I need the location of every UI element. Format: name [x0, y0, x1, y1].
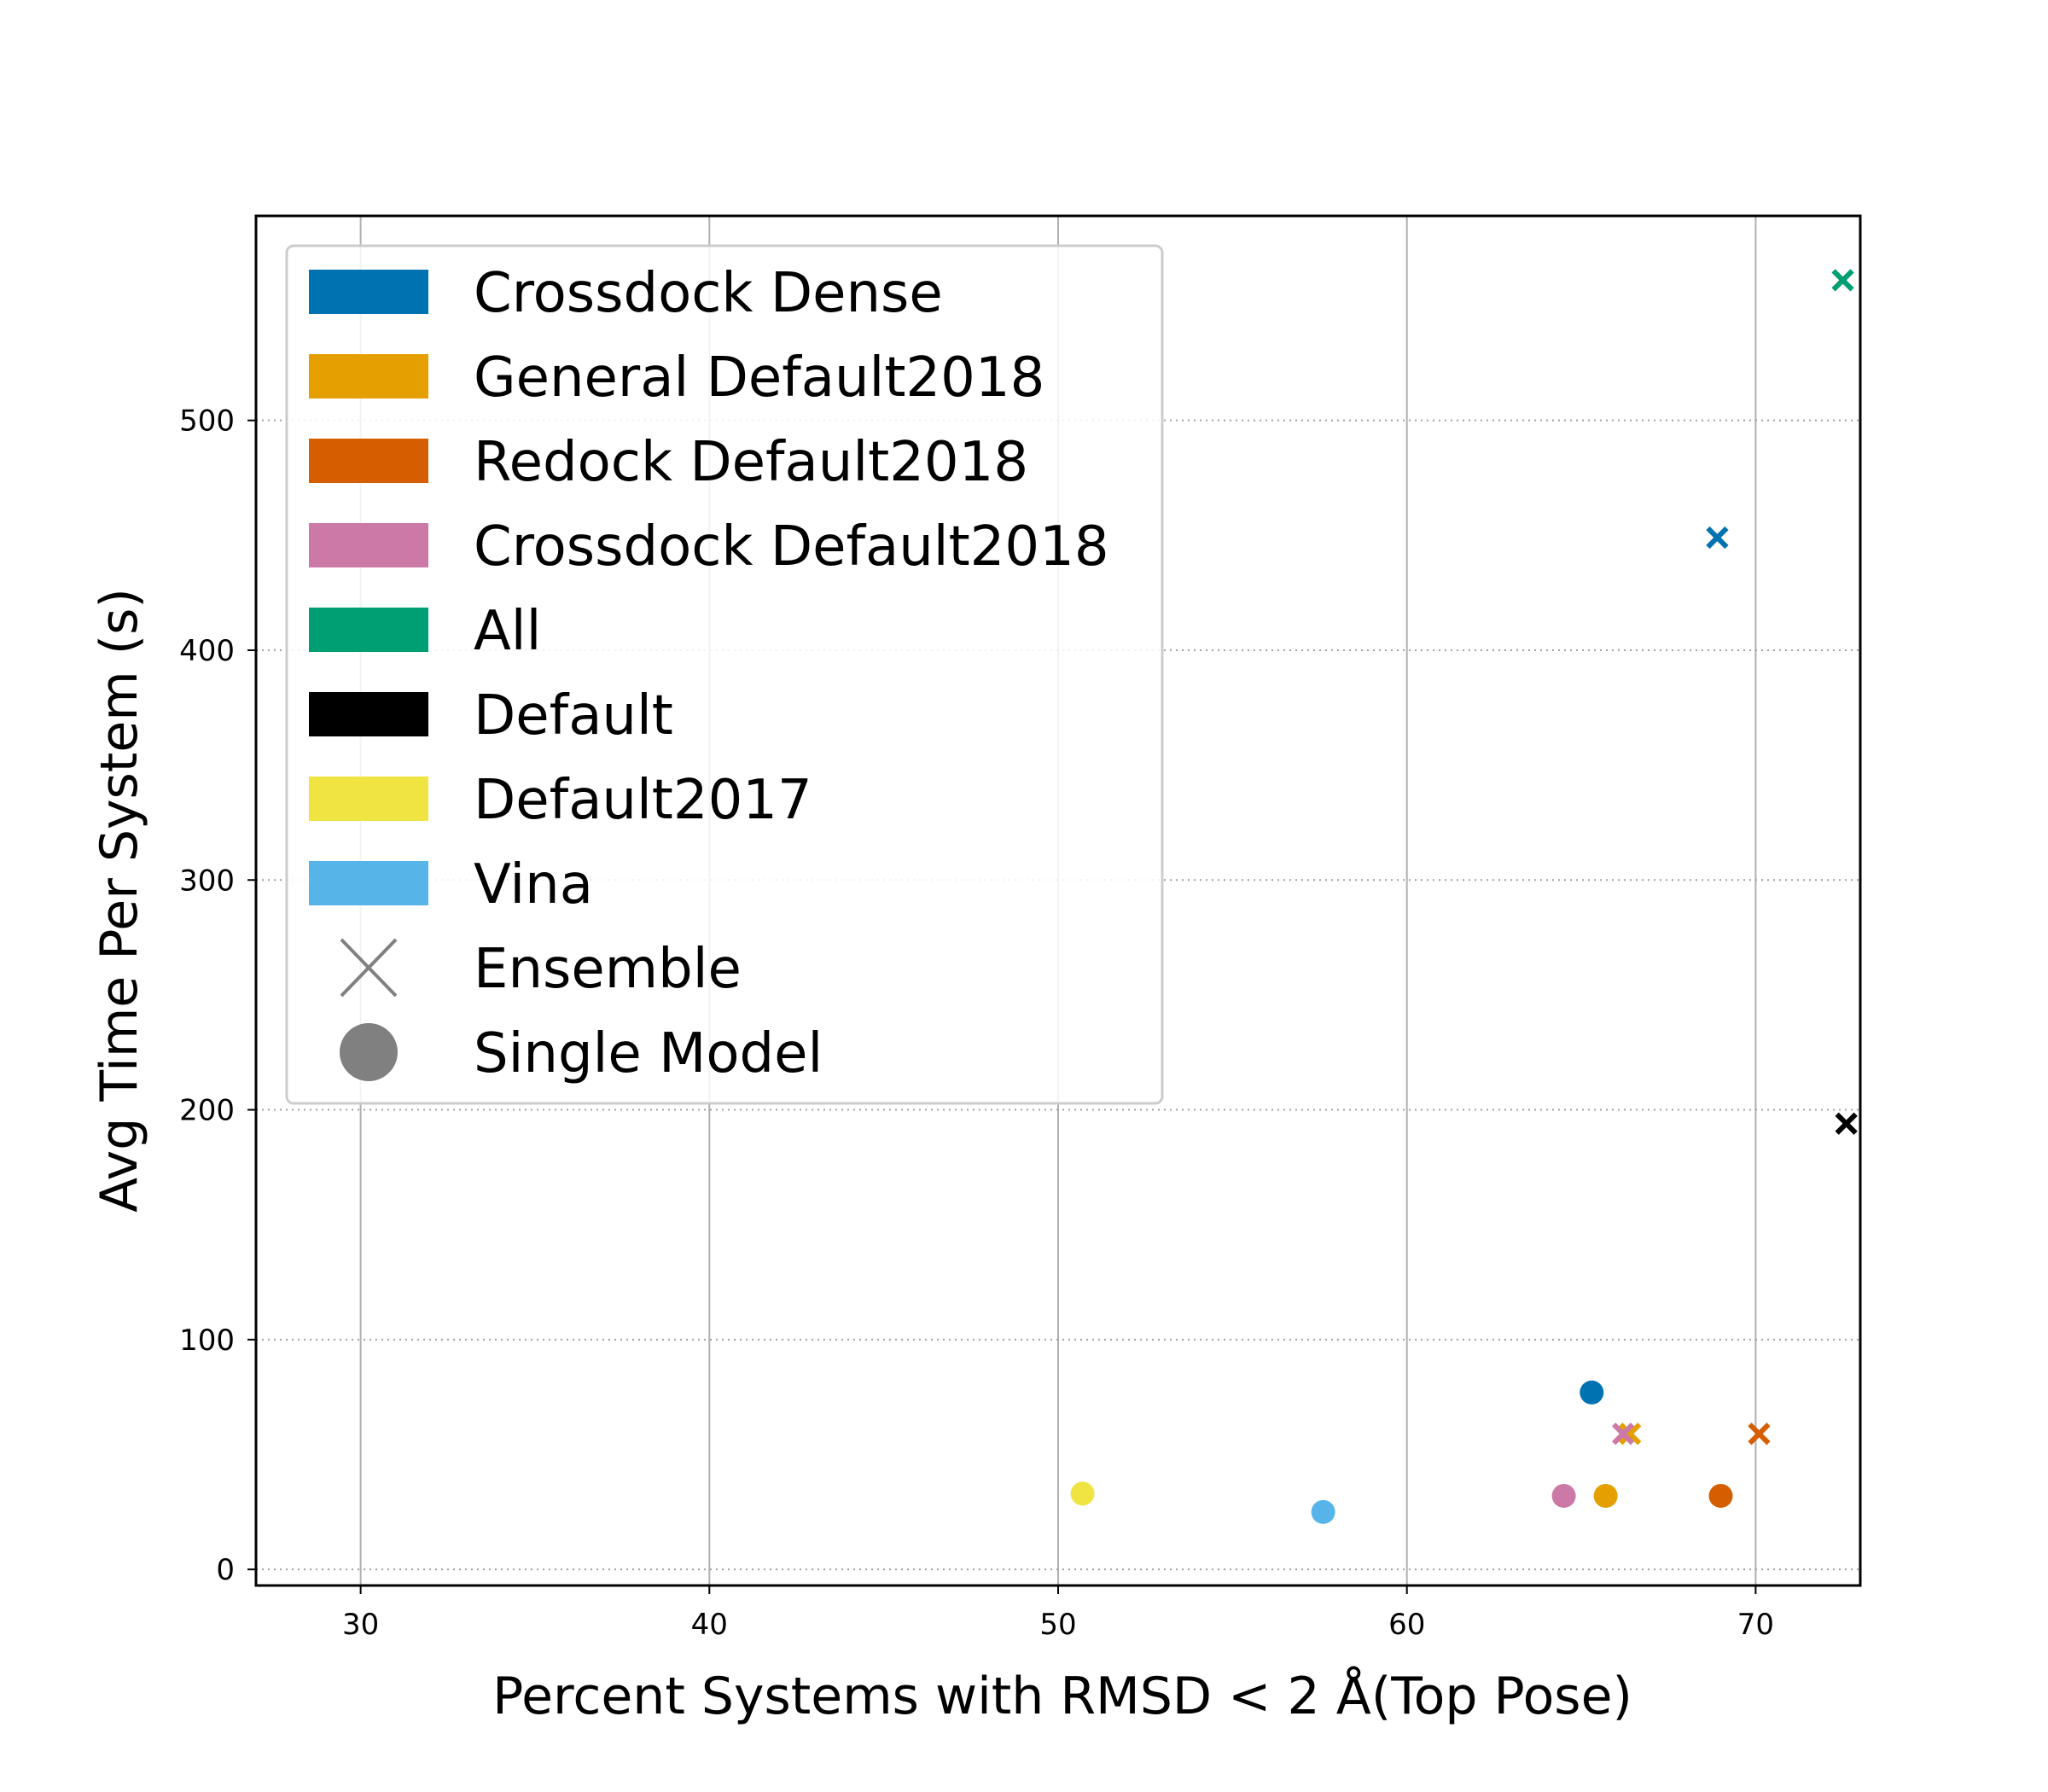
legend-item: Single Model: [340, 1022, 823, 1085]
point-ensemble: [1706, 526, 1729, 550]
point-ensemble: [1611, 1423, 1635, 1446]
legend-box: [285, 244, 1164, 1105]
axis-ticks: 30 40 50 60 70 0 100 200 300 400 500: [179, 404, 1774, 1642]
legend-swatch: [309, 439, 428, 483]
point-single-model: [1708, 1483, 1733, 1508]
legend-item: General Default2018: [309, 346, 1044, 410]
legend-item: Default2017: [309, 769, 812, 832]
point-single-model: [1070, 1481, 1095, 1506]
legend-item: Default: [309, 684, 673, 748]
legend-label: Crossdock Default2018: [474, 515, 1109, 579]
legend-swatch: [309, 354, 428, 399]
legend-label: Default: [474, 684, 673, 748]
legend-swatch: [309, 608, 428, 652]
legend-item: Ensemble: [340, 938, 742, 1001]
y-tick-label: 0: [216, 1553, 235, 1587]
point-ensemble: [1619, 1423, 1642, 1446]
y-axis-label: Avg Time Per System (s): [90, 588, 149, 1213]
x-marker-stroke: [1748, 1423, 1771, 1446]
legend-label: Vina: [474, 853, 593, 916]
legend-label: Crossdock Dense: [474, 262, 943, 325]
point-ensemble: [1831, 269, 1854, 292]
x-tick-label: 70: [1737, 1608, 1774, 1642]
legend-circle-marker: [340, 1023, 398, 1081]
y-tick-label: 200: [179, 1094, 235, 1128]
legend-label: Redock Default2018: [474, 431, 1028, 494]
x-marker-stroke: [1835, 1112, 1858, 1135]
point-ensemble: [1748, 1423, 1771, 1446]
y-tick-label: 400: [179, 634, 235, 668]
point-single-model: [1593, 1483, 1618, 1508]
x-axis-label: Percent Systems with RMSD < 2 Å(Top Pose…: [492, 1666, 1632, 1726]
x-tick-label: 30: [342, 1608, 379, 1642]
legend-item: Redock Default2018: [309, 431, 1028, 494]
point-single-model: [1311, 1499, 1335, 1524]
legend-label: Ensemble: [474, 938, 742, 1001]
legend-item: Vina: [309, 853, 593, 916]
data-points: [1070, 269, 1858, 1524]
legend-item: All: [309, 600, 541, 663]
legend-item: Crossdock Dense: [309, 262, 943, 325]
point-ensemble: [1835, 1112, 1858, 1135]
y-tick-label: 300: [179, 864, 235, 898]
legend-label: Single Model: [474, 1022, 823, 1085]
legend: Crossdock Dense General Default2018 Redock…: [285, 244, 1164, 1105]
x-marker-stroke: [1619, 1423, 1642, 1446]
legend-swatch: [309, 777, 428, 821]
x-marker-stroke: [1831, 269, 1854, 292]
legend-swatch: [309, 861, 428, 905]
legend-swatch: [309, 523, 428, 567]
x-marker-stroke: [1611, 1423, 1635, 1446]
y-tick-label: 100: [179, 1324, 235, 1358]
legend-x-marker: [340, 938, 398, 998]
legend-item: Crossdock Default2018: [309, 515, 1109, 579]
x-marker-stroke: [1706, 526, 1729, 550]
legend-x-stroke: [340, 938, 398, 998]
y-tick-label: 500: [179, 404, 235, 439]
x-tick-label: 40: [691, 1608, 728, 1642]
point-single-model: [1580, 1380, 1604, 1405]
legend-label: All: [474, 600, 541, 663]
legend-swatch: [309, 270, 428, 314]
legend-label: General Default2018: [474, 346, 1044, 410]
legend-label: Default2017: [474, 769, 812, 832]
legend-swatch: [309, 692, 428, 736]
x-tick-label: 60: [1388, 1608, 1425, 1642]
x-tick-label: 50: [1039, 1608, 1076, 1642]
point-single-model: [1551, 1483, 1576, 1508]
